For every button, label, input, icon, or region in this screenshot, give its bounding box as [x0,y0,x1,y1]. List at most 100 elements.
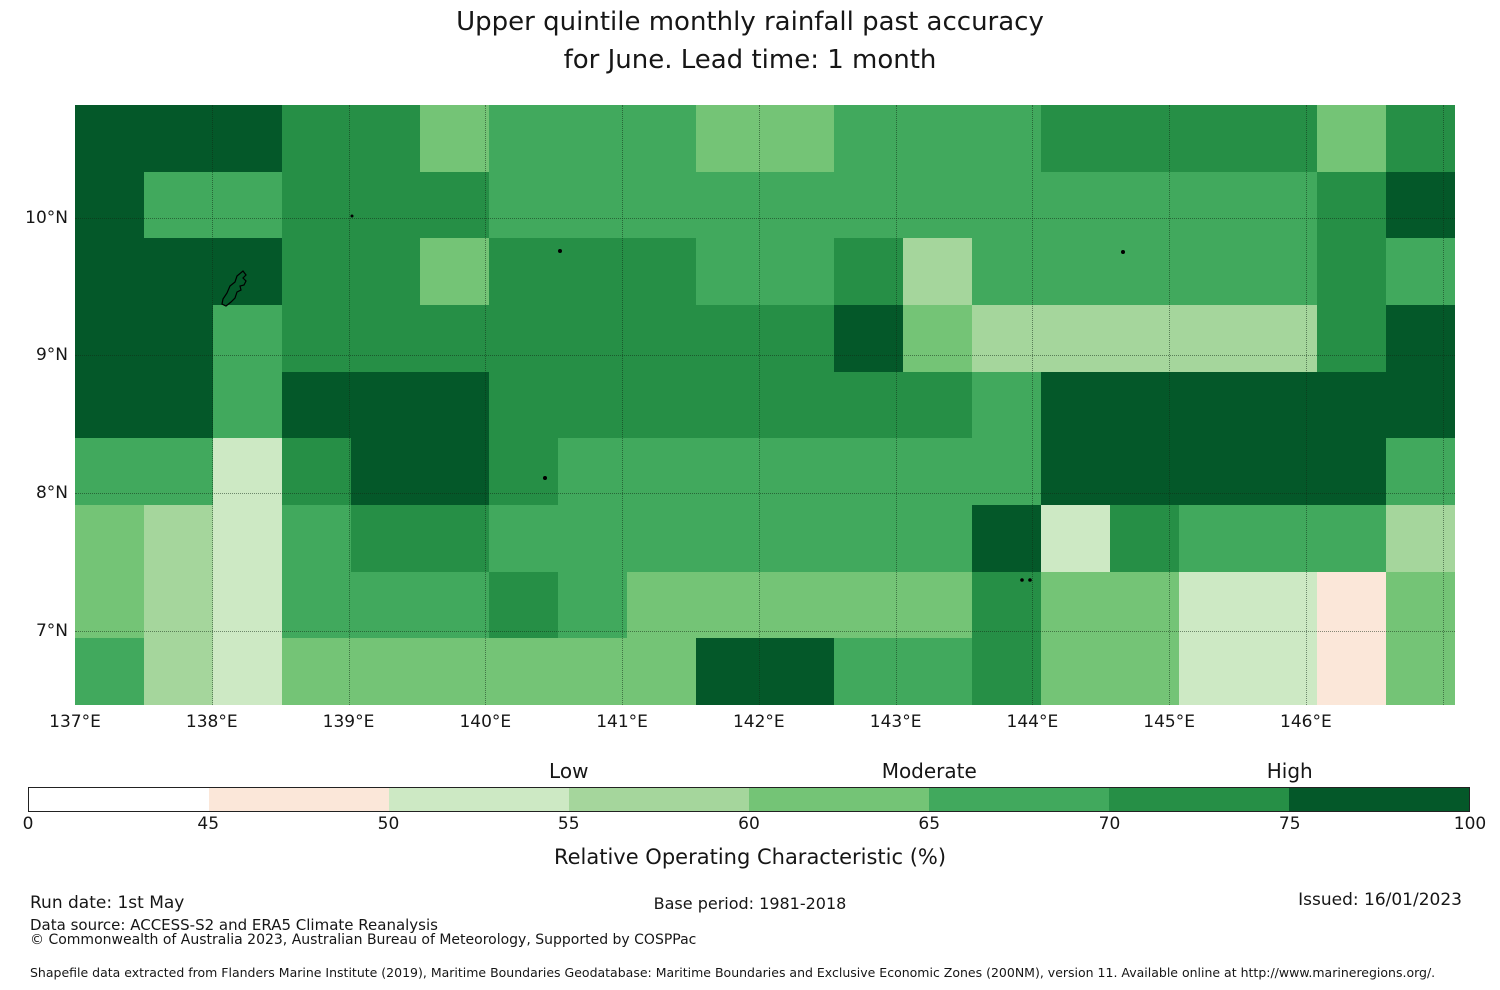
heatmap-cell [972,638,1041,705]
heatmap-cell [558,571,627,639]
heatmap-cell [627,105,696,172]
heatmap-cell [144,571,213,639]
colorbar-zone-label: Moderate [881,759,977,783]
heatmap-cell [75,504,144,572]
heatmap-cell [489,571,558,639]
heatmap-cell [1110,571,1179,639]
x-axis-tick-label: 140°E [459,712,512,732]
gridline-parallel [75,217,1455,219]
x-axis-tick-label: 142°E [732,712,785,732]
heatmap-cell [1041,171,1110,239]
colorbar-segment [569,788,749,811]
heatmap-cell [834,638,903,705]
heatmap-cell [972,105,1041,172]
heatmap-cell [1041,304,1110,372]
colorbar-tick-label: 65 [918,814,941,834]
heatmap-cell [1317,638,1386,705]
heatmap-cell [765,371,834,439]
heatmap-cell [627,171,696,239]
heatmap-cell [1110,171,1179,239]
heatmap-cell [903,238,972,305]
heatmap-cell [903,105,972,172]
gridline-parallel [75,630,1455,632]
heatmap-cell [75,571,144,639]
heatmap-cell [1179,171,1248,239]
heatmap-cell [834,371,903,439]
x-axis-tick-label: 137°E [49,712,101,732]
heatmap-cell [420,238,489,305]
heatmap-cell [144,238,213,305]
heatmap-cell [1041,105,1110,172]
heatmap-cell [420,371,489,439]
heatmap-cell [972,371,1041,439]
heatmap-cell [282,238,351,305]
heatmap-cell [1179,105,1248,172]
heatmap-cell [903,171,972,239]
x-axis-tick-label: 145°E [1143,712,1195,732]
heatmap-plot-area [75,105,1455,705]
gridline-meridian [895,105,897,705]
heatmap-cell [1317,238,1386,305]
heatmap-cell [627,304,696,372]
heatmap-cell [489,371,558,439]
heatmap-cell [489,171,558,239]
x-axis-tick-label: 143°E [869,712,922,732]
heatmap-cell [144,304,213,372]
heatmap-cell [420,638,489,705]
footer-shapefile-note: Shapefile data extracted from Flanders M… [30,965,1436,980]
heatmap-cell [627,504,696,572]
islet-dot [543,476,547,480]
heatmap-cell [903,504,972,572]
heatmap-cell [1248,171,1317,239]
heatmap-cell [351,105,420,172]
heatmap-cell [972,304,1041,372]
heatmap-cell [765,638,834,705]
heatmap-cell [696,571,765,639]
islet-dot [558,249,562,253]
heatmap-cell [627,238,696,305]
heatmap-cell [627,571,696,639]
heatmap-cell [75,105,144,172]
colorbar-tick-label: 100 [1453,814,1487,834]
colorbar-zone-label: Low [549,759,589,783]
heatmap-cell [834,504,903,572]
heatmap-cell [144,105,213,172]
heatmap-cell [765,571,834,639]
colorbar-tick-label: 55 [557,814,580,834]
heatmap-cell [1110,238,1179,305]
heatmap-cell [213,638,282,705]
chart-title-line2: for June. Lead time: 1 month [563,45,937,75]
gridline-meridian [211,105,213,705]
heatmap-cell [213,171,282,239]
colorbar-segment [749,788,929,811]
heatmap-cell [696,105,765,172]
footer-copyright: © Commonwealth of Australia 2023, Austra… [30,932,697,948]
heatmap-cell [1041,238,1110,305]
heatmap-cell [213,371,282,439]
heatmap-cell [351,638,420,705]
colorbar-segment [209,788,389,811]
heatmap-cell [558,504,627,572]
heatmap-cell [1317,571,1386,639]
x-axis-tick-label: 139°E [322,712,375,732]
x-axis-tick-label: 146°E [1280,712,1332,732]
heatmap-cell [489,238,558,305]
heatmap-cell [144,638,213,705]
heatmap-cell [627,371,696,439]
heatmap-cell [489,504,558,572]
heatmap-cell [1110,638,1179,705]
heatmap-cell [903,571,972,639]
heatmap-cell [1041,638,1110,705]
heatmap-cell [696,371,765,439]
heatmap-cell [75,371,144,439]
heatmap-cell [834,571,903,639]
heatmap-cell [351,238,420,305]
heatmap-cell [1248,304,1317,372]
heatmap-cell [213,105,282,172]
heatmap-cell [1179,638,1248,705]
x-axis-tick-label: 138°E [185,712,238,732]
colorbar [28,787,1470,812]
colorbar-segment [1109,788,1289,811]
heatmap-cell [420,171,489,239]
footer-base-period: Base period: 1981-2018 [653,894,847,913]
